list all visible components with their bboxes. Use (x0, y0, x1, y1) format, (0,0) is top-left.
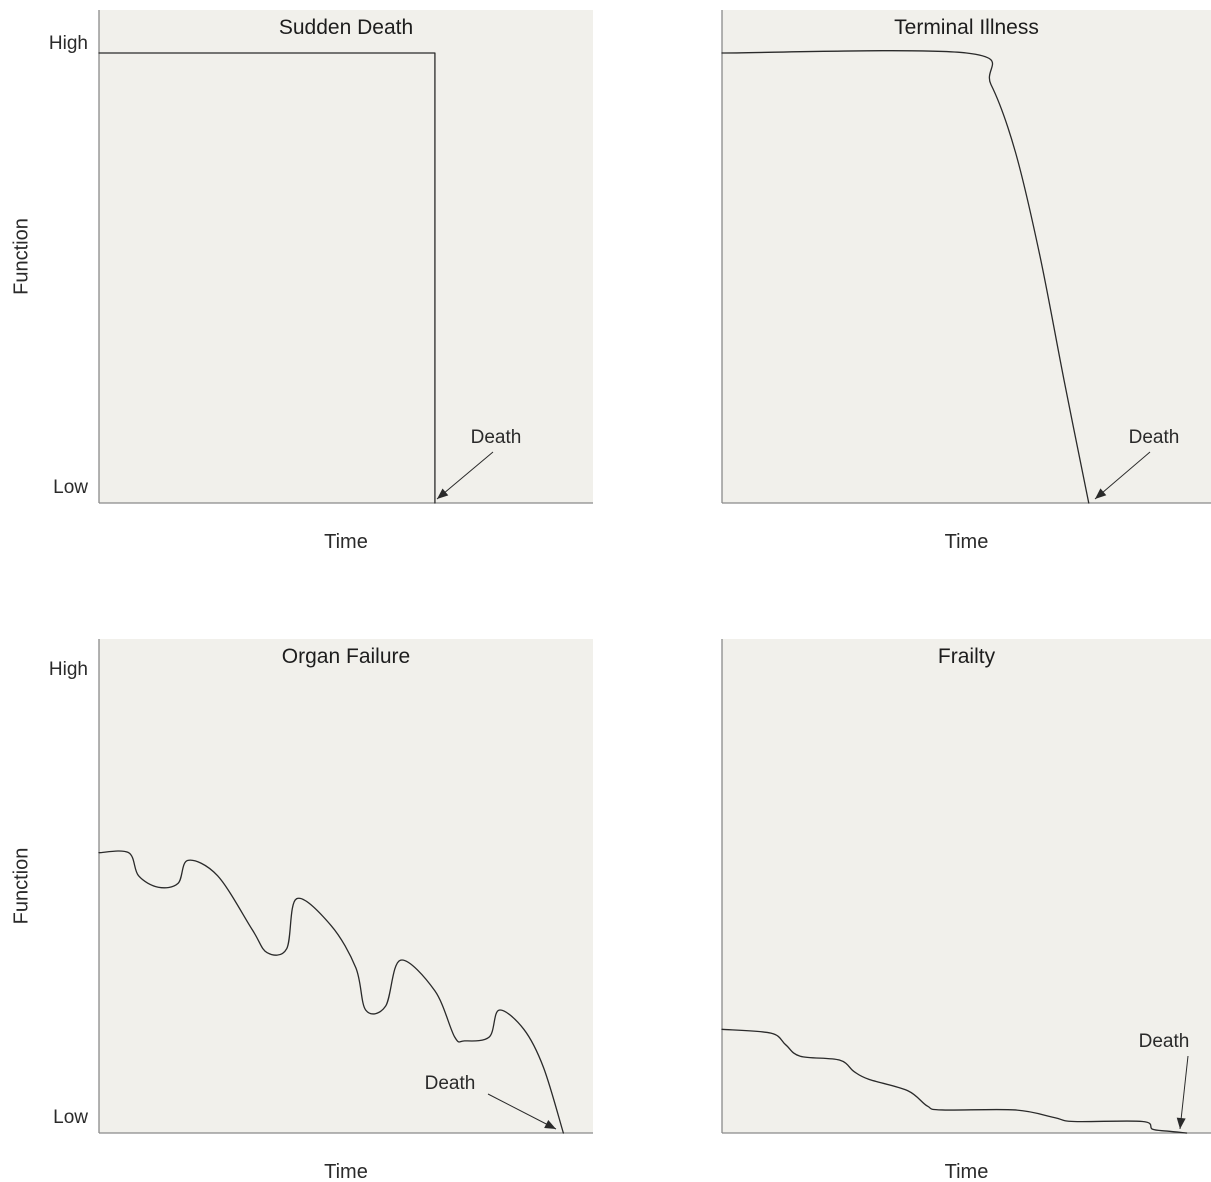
y-axis-label: Function (10, 848, 32, 925)
plot-area (722, 10, 1211, 503)
chart-panel-2: Terminal Illness Time Death (721, 10, 1211, 553)
death-annotation-label: Death (1139, 1031, 1190, 1052)
death-annotation-arrow (1179, 1055, 1189, 1130)
y-axis-label: Function (10, 218, 32, 295)
death-annotation-arrow (1094, 451, 1151, 500)
chart-panel-1: Sudden Death Time High Low Function Death (10, 10, 593, 553)
series-line (721, 50, 1090, 504)
y-tick-label-high: High (49, 33, 88, 54)
chart-title: Frailty (938, 645, 996, 668)
y-tick-label-high: High (49, 659, 88, 680)
death-annotation-label: Death (471, 427, 522, 448)
y-tick-label-low: Low (53, 477, 88, 498)
death-annotation-arrow (436, 451, 494, 500)
plot-area (99, 10, 593, 503)
chart-title: Organ Failure (282, 645, 410, 668)
chart-title: Terminal Illness (894, 16, 1039, 39)
x-axis-label: Time (324, 531, 368, 553)
death-annotation-label: Death (425, 1073, 476, 1094)
x-axis-label: Time (945, 531, 989, 553)
chart-panel-4: Frailty Time Death (721, 639, 1211, 1182)
series-line (721, 1028, 1188, 1134)
chart-panel-3: Organ Failure Time High Low Function Death (10, 639, 593, 1182)
arrowhead-icon (437, 488, 449, 499)
x-axis-label: Time (324, 1161, 368, 1182)
chart-title: Sudden Death (279, 16, 413, 39)
arrowhead-icon (1176, 1117, 1186, 1129)
plot-area (722, 639, 1211, 1133)
y-tick-label-low: Low (53, 1107, 88, 1128)
death-annotation-arrow (487, 1093, 557, 1130)
series-line (98, 52, 436, 504)
plot-area (99, 639, 593, 1133)
death-annotation-label: Death (1129, 427, 1180, 448)
arrowhead-icon (1095, 488, 1107, 499)
arrowhead-icon (544, 1119, 556, 1129)
series-line (98, 850, 565, 1134)
x-axis-label: Time (945, 1161, 989, 1182)
